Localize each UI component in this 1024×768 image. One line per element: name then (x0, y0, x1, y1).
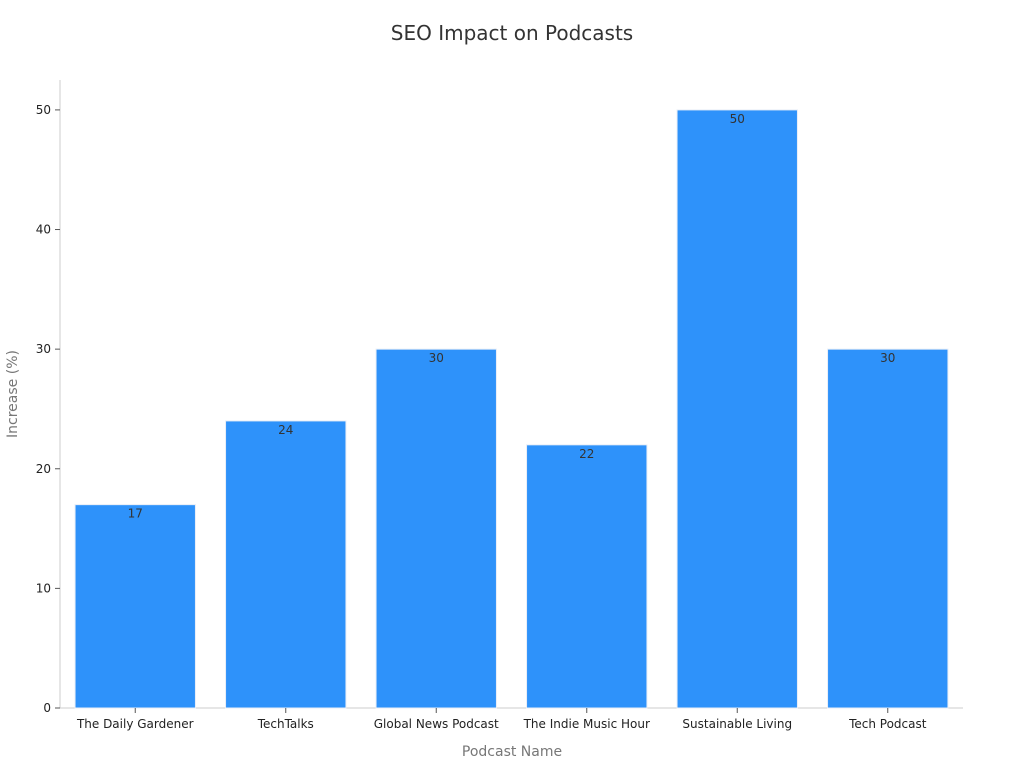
plot-area: 0 10 20 30 40 50 17 The Daily Gardener 24 TechTal… (36, 80, 963, 731)
y-tick-label: 0 (43, 701, 51, 715)
data-label: 17 (128, 507, 143, 521)
data-label: 22 (579, 447, 594, 461)
data-label: 50 (730, 112, 745, 126)
y-tick-label: 40 (36, 223, 51, 237)
bar (526, 444, 648, 709)
y-tick-label: 50 (36, 103, 51, 117)
y-tick-label: 10 (36, 581, 51, 595)
y-tick-label: 20 (36, 462, 51, 476)
bar (827, 348, 949, 709)
x-tick-label: Sustainable Living (682, 717, 792, 731)
x-tick-label: The Indie Music Hour (523, 717, 650, 731)
bar (676, 109, 798, 709)
y-axis-label: Increase (%) (5, 350, 21, 438)
data-label: 30 (429, 351, 444, 365)
x-tick-label: TechTalks (257, 717, 314, 731)
data-label: 30 (880, 351, 895, 365)
data-label: 24 (278, 423, 293, 437)
bar (375, 348, 497, 709)
bar (74, 504, 196, 709)
chart-title: SEO Impact on Podcasts (391, 21, 633, 45)
x-axis-label: Podcast Name (462, 744, 562, 760)
x-tick-label: The Daily Gardener (76, 717, 194, 731)
x-tick-label: Global News Podcast (374, 717, 499, 731)
bar (225, 420, 347, 709)
x-tick-label: Tech Podcast (848, 717, 927, 731)
y-tick-label: 30 (36, 342, 51, 356)
